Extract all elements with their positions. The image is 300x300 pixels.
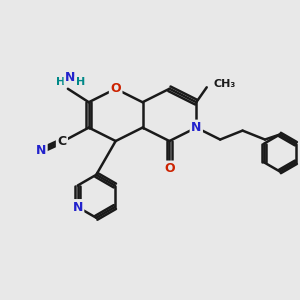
Text: N: N [191,121,202,134]
Text: H: H [76,77,85,87]
Text: O: O [164,162,175,175]
Text: CH₃: CH₃ [214,79,236,89]
Text: C: C [57,134,67,148]
Text: N: N [72,200,83,214]
Text: N: N [36,144,46,157]
Text: O: O [110,82,121,95]
Text: N: N [65,71,76,84]
Text: H: H [56,77,65,87]
